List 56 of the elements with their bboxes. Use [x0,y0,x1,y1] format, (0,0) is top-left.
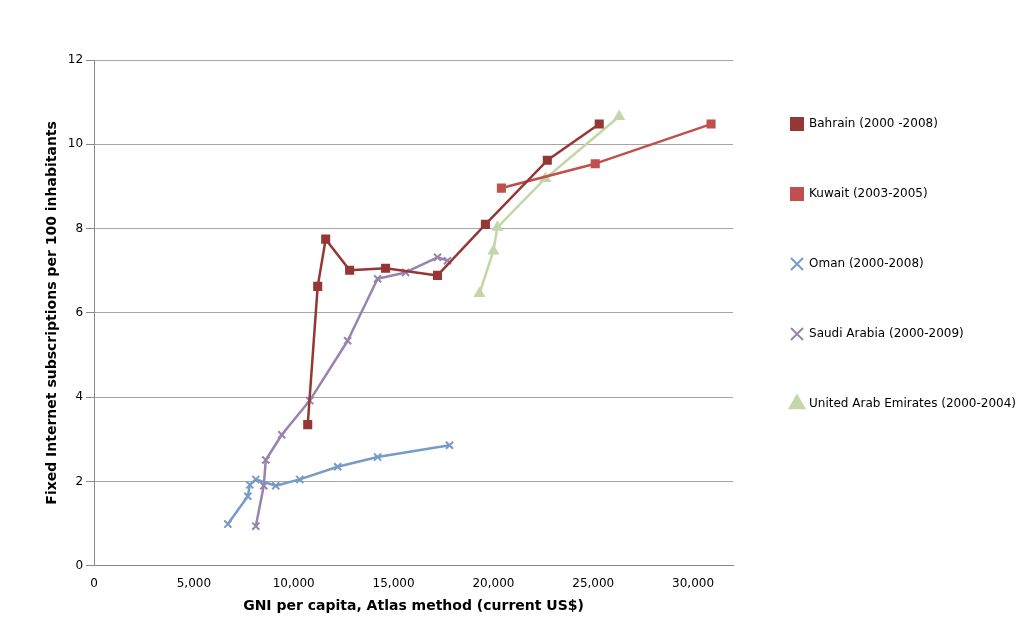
x-tick-label: 25,000 [572,576,615,591]
point [432,270,443,280]
point [442,256,453,266]
y-axis-title: Fixed Internet subscriptions per 100 inhabitants [43,121,60,505]
point [321,234,331,244]
legend-label: Kuwait (2003-2005) [809,186,928,201]
y-tick-label: 8 [75,220,84,235]
x-tick-label: 20,000 [472,576,515,591]
point [333,462,343,472]
point [259,481,269,491]
x-tick-label: 10,000 [272,576,315,591]
point [305,396,315,406]
point [480,219,490,229]
point [444,440,455,450]
point [243,491,253,501]
legend-label: Oman (2000-2008) [809,256,924,271]
point [613,110,625,120]
x-axis-title: GNI per capita, Atlas method (current US$) [243,597,584,614]
y-tick-label: 0 [75,557,84,572]
y-tick-label: 10 [67,136,84,151]
point [295,474,305,484]
point [223,519,233,529]
point [261,455,271,465]
point [706,119,716,129]
point [373,274,383,284]
x-tick-label: 30,000 [672,576,715,591]
point [594,119,604,129]
point [271,481,281,491]
point [542,155,552,165]
legend-label: United Arab Emirates (2000-2004) [809,396,1017,411]
x-tick-label: 5,000 [176,576,212,591]
y-tick-label: 2 [75,473,84,488]
point [345,265,355,275]
point [474,287,485,298]
y-tick-label: 4 [75,389,84,404]
point [245,480,255,490]
point [277,430,287,440]
point [496,183,506,193]
point [432,252,443,262]
point [401,267,411,277]
point [303,420,313,430]
point [343,336,353,346]
x-tick-label: 0 [90,576,98,591]
point [251,521,261,531]
point [251,474,261,484]
y-tick-label: 12 [67,52,84,67]
point [492,221,503,231]
point [590,159,600,169]
point [488,244,499,255]
point [381,263,391,273]
legend-label: Saudi Arabia (2000-2009) [809,326,964,341]
y-tick-label: 6 [75,305,84,320]
legend-label: Bahrain (2000 -2008) [809,116,938,131]
point [313,281,323,291]
x-tick-label: 15,000 [372,576,415,591]
point [373,452,383,462]
